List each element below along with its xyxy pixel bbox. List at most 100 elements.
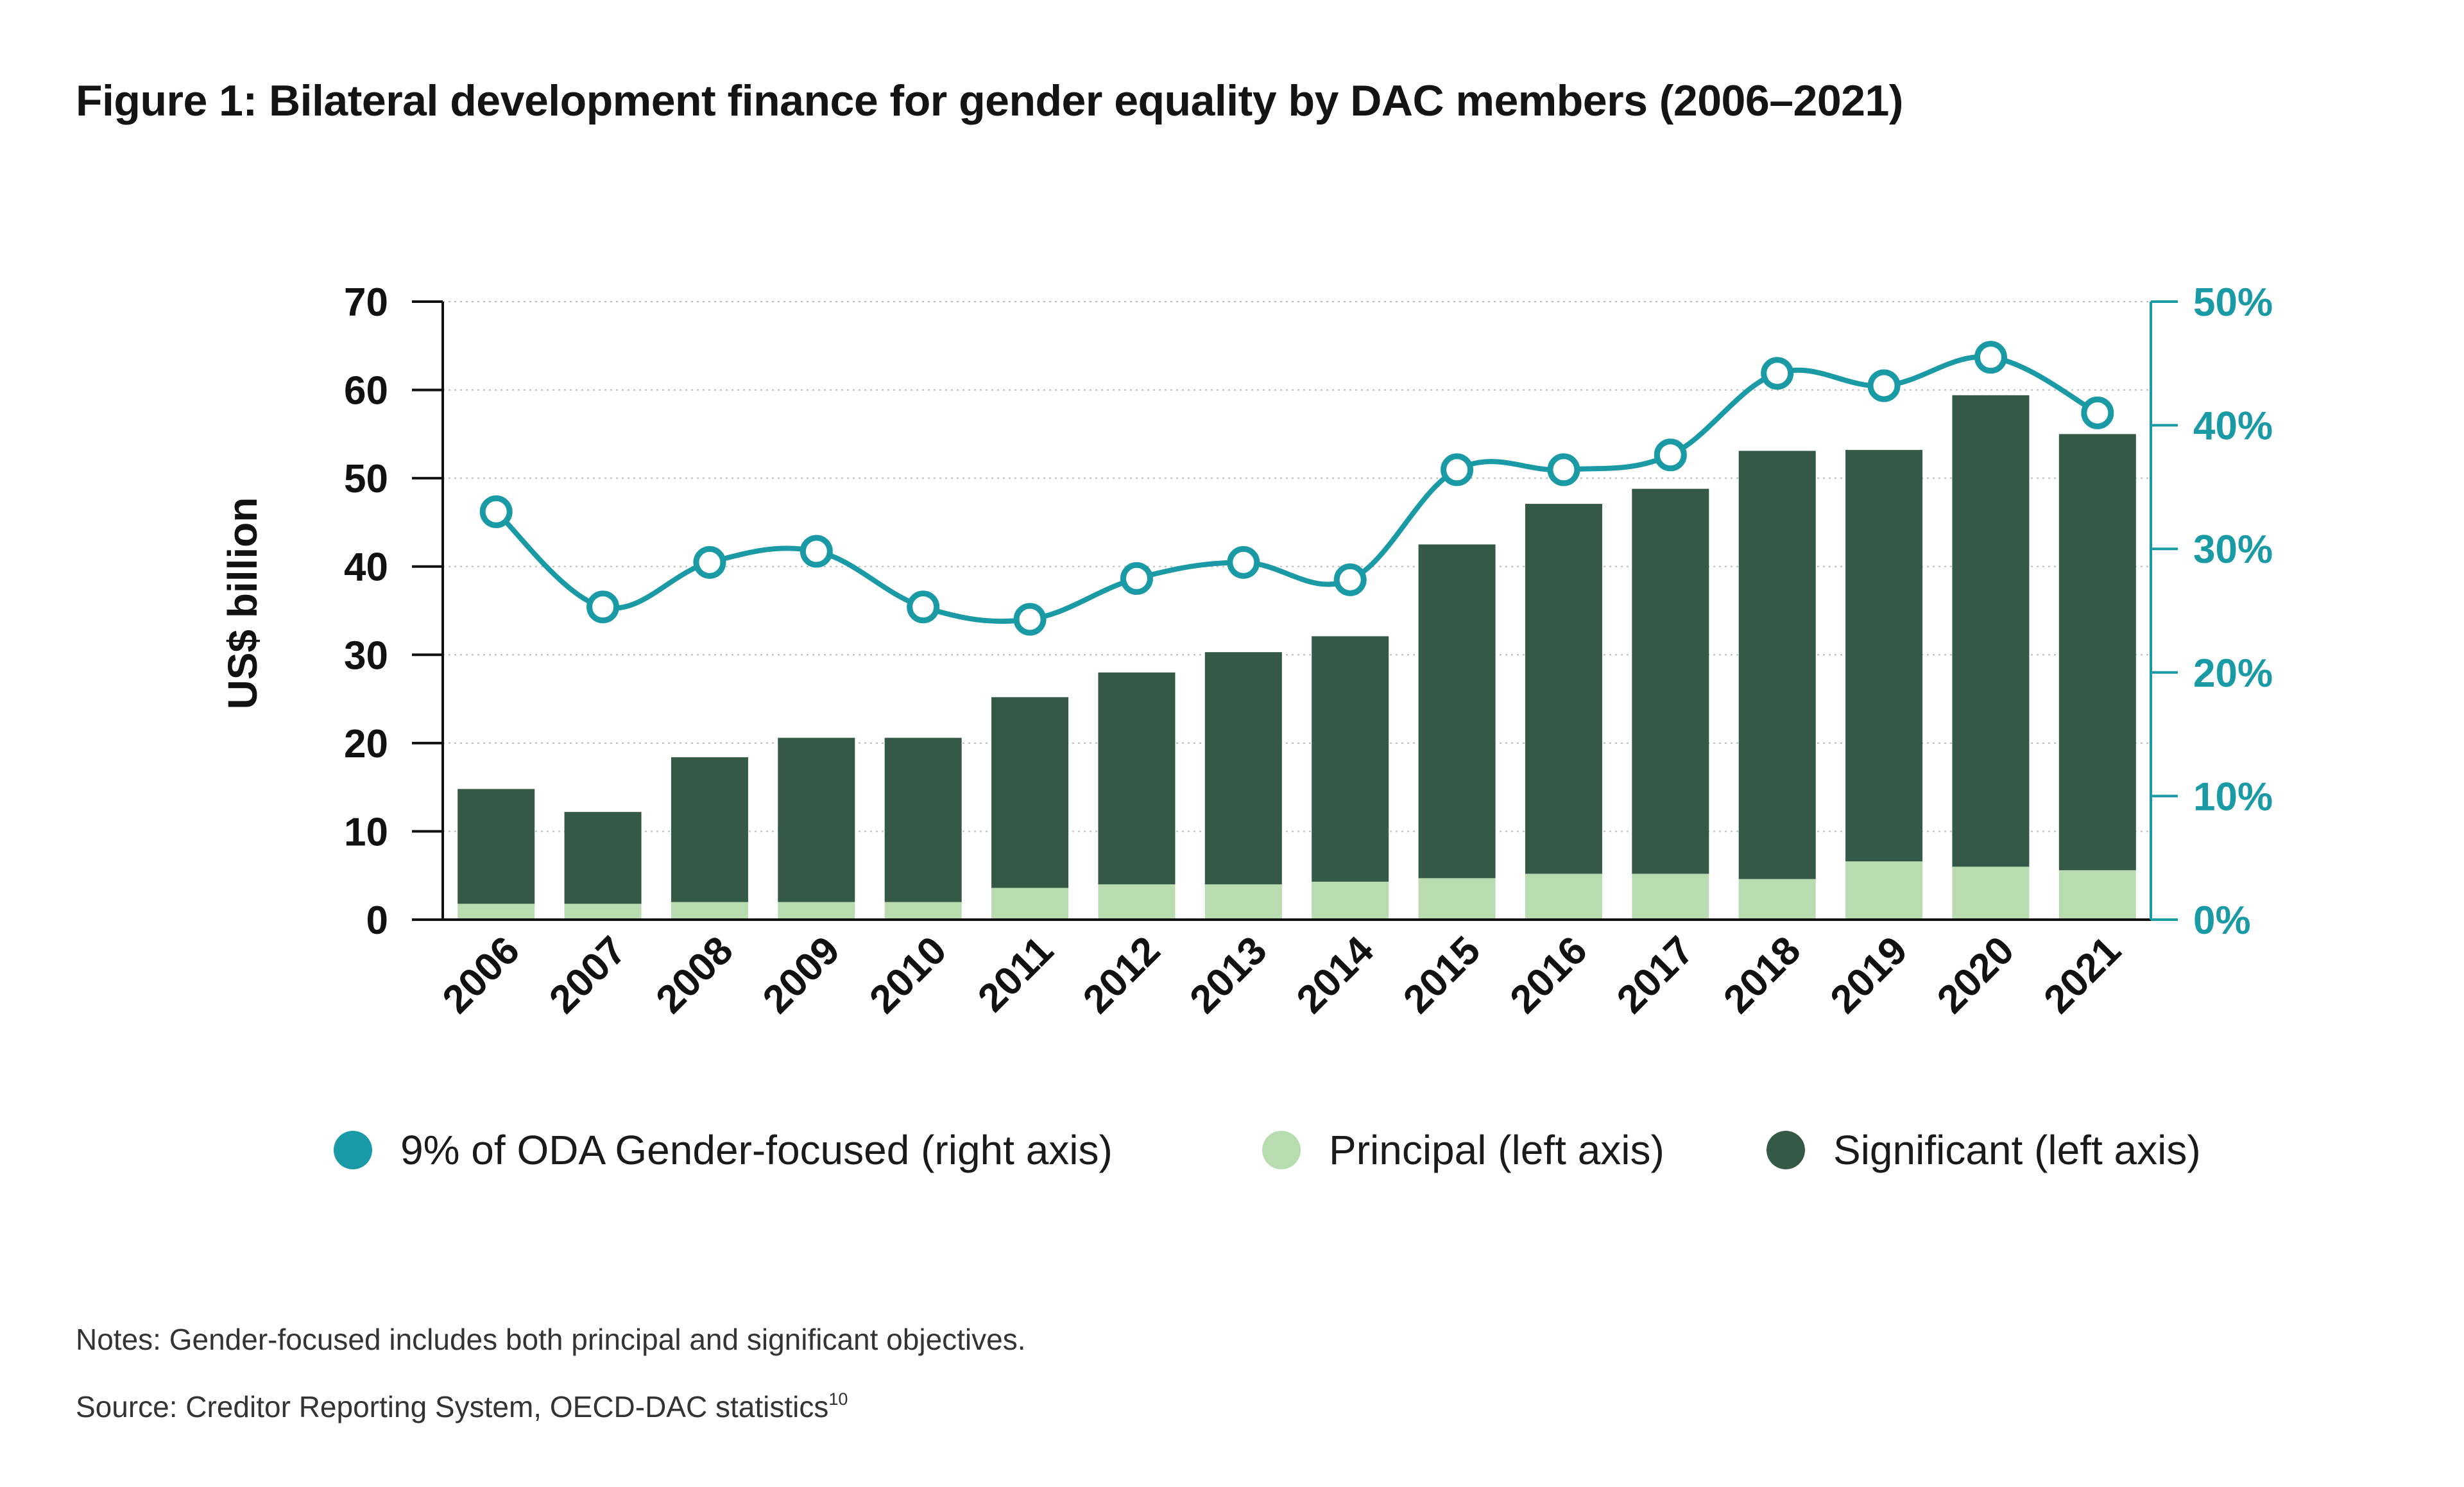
bar-principal-2006 [458, 904, 535, 920]
y-tick-label: 20 [344, 722, 388, 766]
bar-significant-2010 [884, 737, 962, 902]
y-tick-label: 60 [344, 369, 388, 413]
line-point-2010 [907, 590, 940, 624]
x-axis-ticks: 2006 2007 2008 2009 2010 2011 2012 2013 2014 2015… [434, 928, 2130, 1022]
line-point-2019 [1867, 369, 1901, 402]
bar-significant-2007 [564, 812, 642, 904]
right-axis-ticks: 0% 10% 20% 30% 40% 50% [2151, 280, 2273, 943]
x-tick-label: 2007 [541, 928, 635, 1022]
bar-significant-2016 [1525, 504, 1602, 874]
x-tick-label: 2009 [755, 928, 848, 1022]
bar-principal-2007 [564, 904, 642, 920]
line-point-2020 [1974, 341, 2007, 374]
source-footnote: 10 [828, 1389, 848, 1409]
y2-tick-label: 0% [2193, 898, 2251, 943]
bar-principal-2017 [1632, 873, 1709, 920]
x-tick-label: 2014 [1288, 928, 1383, 1022]
bars [458, 395, 2136, 920]
line-point-2014 [1333, 563, 1367, 596]
legend-item-gender-focused: 9% of ODA Gender-focused (right axis) [334, 1126, 1113, 1174]
x-tick-label: 2011 [970, 928, 1062, 1020]
bar-significant-2019 [1845, 450, 1923, 862]
legend-item-significant: Significant (left axis) [1767, 1126, 2201, 1174]
bar-significant-2018 [1738, 451, 1816, 879]
bar-significant-2017 [1632, 488, 1709, 874]
line-point-2007 [586, 590, 620, 624]
bar-principal-2015 [1418, 878, 1496, 920]
line-point-2021 [2081, 396, 2114, 429]
x-tick-label: 2021 [2035, 928, 2129, 1022]
x-tick-label: 2013 [1181, 928, 1275, 1022]
bar-principal-2010 [884, 902, 962, 920]
line-point-2012 [1120, 562, 1153, 595]
line-point-2017 [1654, 438, 1687, 472]
x-tick-label: 2015 [1395, 928, 1489, 1022]
x-tick-label: 2016 [1502, 928, 1596, 1022]
legend-swatch-teal [334, 1131, 372, 1169]
bar-significant-2021 [2058, 434, 2136, 870]
bar-principal-2020 [1952, 866, 2030, 920]
legend-swatch-light-green [1262, 1131, 1301, 1169]
bar-principal-2016 [1525, 873, 1602, 920]
y-tick-label: 50 [344, 457, 388, 501]
bar-significant-2020 [1952, 395, 2030, 867]
line-point-2018 [1761, 357, 1794, 390]
bar-principal-2012 [1098, 884, 1176, 920]
x-tick-label: 2012 [1075, 928, 1168, 1022]
y2-tick-label: 50% [2193, 280, 2273, 325]
x-tick-label: 2019 [1822, 928, 1916, 1022]
legend-item-principal: Principal (left axis) [1262, 1126, 1664, 1174]
legend-label: Significant (left axis) [1833, 1127, 2201, 1173]
line-point-2009 [800, 535, 833, 568]
y-tick-label: 40 [344, 546, 388, 590]
bar-principal-2014 [1312, 881, 1389, 920]
line-gender-focused [494, 354, 2099, 624]
line-point-2011 [1013, 603, 1047, 636]
line-point-2006 [479, 495, 513, 528]
x-tick-label: 2018 [1715, 928, 1809, 1022]
bar-principal-2019 [1845, 861, 1923, 920]
line-point-2013 [1227, 546, 1260, 579]
axes [412, 302, 2152, 921]
bar-principal-2009 [778, 902, 855, 920]
bar-significant-2006 [458, 789, 535, 904]
x-tick-label: 2017 [1609, 928, 1702, 1022]
bar-significant-2008 [671, 757, 748, 902]
legend: 9% of ODA Gender-focused (right axis) Pr… [0, 1126, 2464, 1190]
chart-source: Source: Creditor Reporting System, OECD-… [76, 1389, 848, 1424]
chart-title: Figure 1: Bilateral development finance … [76, 76, 1903, 125]
bar-significant-2015 [1418, 544, 1496, 879]
x-tick-label: 2008 [648, 928, 742, 1022]
x-tick-label: 2006 [434, 928, 528, 1022]
y2-tick-label: 40% [2193, 404, 2273, 449]
line-point-2015 [1441, 453, 1474, 486]
bar-principal-2021 [2058, 870, 2136, 920]
bar-principal-2008 [671, 902, 748, 920]
chart-notes: Notes: Gender-focused includes both prin… [76, 1323, 1026, 1356]
bar-significant-2014 [1312, 636, 1389, 882]
left-axis-ticks: 0 10 20 30 40 50 60 70 [344, 280, 443, 943]
y-tick-label: 70 [344, 280, 388, 325]
y-tick-label: 0 [366, 898, 388, 943]
bar-principal-2011 [991, 888, 1069, 920]
bar-principal-2018 [1738, 879, 1816, 920]
legend-swatch-dark-green [1767, 1131, 1805, 1169]
x-tick-label: 2010 [861, 928, 955, 1022]
y-tick-label: 30 [344, 633, 388, 678]
y-tick-label: 10 [344, 810, 388, 854]
bar-significant-2011 [991, 697, 1069, 888]
y2-tick-label: 30% [2193, 528, 2273, 572]
percentage-line [479, 341, 2114, 636]
bar-significant-2009 [778, 737, 855, 902]
legend-label: Principal (left axis) [1329, 1127, 1664, 1173]
legend-label: 9% of ODA Gender-focused (right axis) [400, 1127, 1113, 1173]
bar-significant-2012 [1098, 672, 1176, 884]
source-text: Source: Creditor Reporting System, OECD-… [76, 1390, 829, 1423]
line-point-2008 [693, 546, 726, 579]
bar-significant-2013 [1204, 652, 1282, 884]
y2-tick-label: 20% [2193, 651, 2273, 696]
line-point-2016 [1547, 453, 1580, 486]
bar-principal-2013 [1204, 884, 1282, 920]
x-tick-label: 2020 [1929, 928, 2023, 1022]
